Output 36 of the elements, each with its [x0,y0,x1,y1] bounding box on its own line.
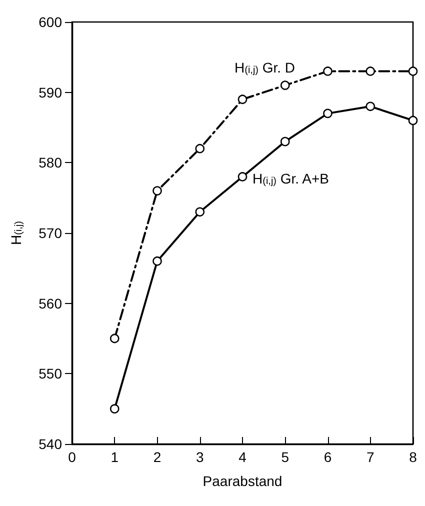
point [152,186,162,196]
x-tick-label: 5 [281,449,290,465]
y-axis-title: H(i,j) [8,221,24,246]
series-label: H(i,j) Gr. A+B [252,170,330,188]
point [366,66,376,76]
point [366,102,376,112]
x-tick-label: 8 [409,449,418,465]
y-tick-label: 540 [38,436,62,452]
x-axis-title: Paarabstand [202,473,282,489]
series-label: H(i,j) Gr. D [234,59,296,76]
x-tick-label: 6 [324,449,332,465]
point [110,404,120,414]
y-tick-label: 580 [38,154,62,171]
x-tick-label: 4 [238,449,247,465]
point [408,116,418,126]
point [280,80,290,90]
y-tick-label: 560 [38,295,62,312]
point [280,136,290,146]
point [152,256,162,266]
x-tick-label: 7 [366,449,374,465]
x-tick-label: 0 [68,449,76,465]
y-tick-label: 600 [38,14,62,30]
x-tick-label: 3 [196,449,204,465]
point [238,172,248,182]
point [195,144,205,154]
y-tick-label: 550 [38,366,62,382]
point [323,108,332,118]
point [323,66,332,76]
point [110,334,120,344]
point [408,66,418,76]
y-tick-label: 590 [38,84,62,100]
point [238,94,248,104]
point [195,207,205,217]
x-tick-label: 1 [110,449,119,465]
y-tick-label: 570 [38,225,62,241]
x-tick-label: 2 [153,449,162,465]
